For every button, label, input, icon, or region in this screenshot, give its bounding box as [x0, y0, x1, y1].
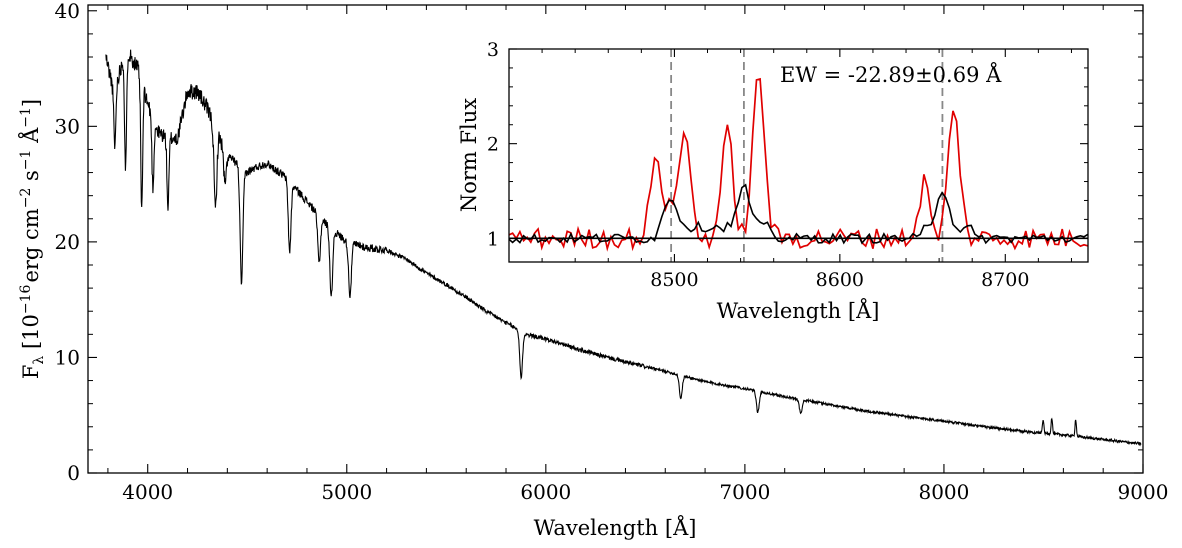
main-ticks: [88, 5, 1144, 474]
inset-y-tick-labels: 1 2 3: [487, 39, 499, 250]
main-y-tick-label: 0: [67, 461, 80, 485]
main-x-tick-label: 6000: [520, 480, 571, 504]
inset-panel: 8500 8600 8700 1 2 3 EW = -22.89±0.69 Å Wave…: [457, 39, 1089, 323]
main-panel: 4000 5000 6000 7000 8000 9000 0 10 20 30 40 Wavel…: [18, 0, 1168, 540]
inset-x-tick-labels: 8500 8600 8700: [650, 269, 1029, 291]
main-x-tick-label: 8000: [918, 480, 969, 504]
main-y-tick-label: 30: [55, 114, 80, 138]
inset-x-tick-label: 8500: [650, 269, 698, 291]
main-x-tick-labels: 4000 5000 6000 7000 8000 9000: [122, 480, 1168, 504]
inset-vertical-reference-lines: [670, 49, 944, 262]
main-x-tick-label: 9000: [1118, 480, 1169, 504]
main-y-tick-label: 40: [55, 0, 80, 23]
inset-y-tick-label: 1: [487, 228, 499, 250]
inset-x-tick-label: 8600: [816, 269, 864, 291]
main-spectrum-line: [105, 49, 1142, 447]
inset-x-tick-label: 8700: [981, 269, 1029, 291]
inset-plot-frame: [508, 48, 1089, 263]
main-y-tick-label: 20: [55, 230, 80, 254]
inset-y-tick-label: 2: [487, 134, 499, 156]
main-x-axis-label: Wavelength [Å]: [534, 515, 697, 540]
main-y-tick-labels: 0 10 20 30 40: [55, 0, 80, 485]
main-plot-frame: [87, 4, 1144, 474]
main-y-tick-label: 10: [55, 345, 80, 369]
inset-ticks: [509, 48, 1088, 262]
inset-x-axis-label: Wavelength [Å]: [717, 298, 880, 323]
main-x-tick-label: 7000: [719, 480, 770, 504]
inset-y-tick-label: 3: [487, 39, 499, 61]
inset-annotation: EW = -22.89±0.69 Å: [780, 62, 1002, 87]
inset-background: [509, 49, 1088, 262]
main-y-axis-label: Fλ [10−16erg cm−2 s−1 Å−1]: [18, 99, 47, 379]
main-x-tick-label: 4000: [122, 480, 173, 504]
main-spectrum-series: [105, 49, 1142, 447]
inset-y-axis-label: Norm Flux: [457, 98, 481, 212]
main-x-tick-label: 5000: [321, 480, 372, 504]
